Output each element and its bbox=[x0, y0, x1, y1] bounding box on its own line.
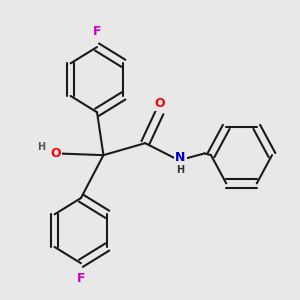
Text: F: F bbox=[93, 25, 101, 38]
Text: H: H bbox=[37, 142, 45, 152]
Text: F: F bbox=[77, 272, 85, 285]
Text: H: H bbox=[176, 165, 184, 175]
Text: N: N bbox=[175, 151, 186, 164]
Text: O: O bbox=[51, 147, 61, 160]
Text: O: O bbox=[154, 97, 165, 110]
